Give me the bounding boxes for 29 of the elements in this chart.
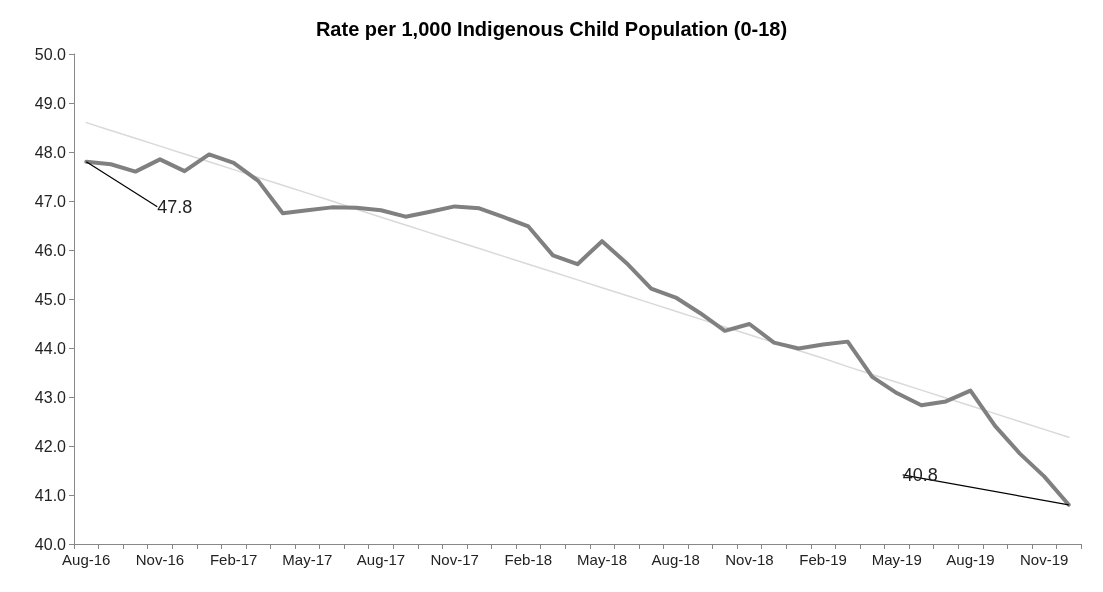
x-tick-label: Aug-19 bbox=[946, 551, 995, 568]
y-tick-label: 42.0 bbox=[34, 437, 67, 455]
line-series bbox=[84, 152, 1071, 507]
y-tick-label: 43.0 bbox=[34, 388, 67, 406]
x-tick-label: Nov-18 bbox=[725, 551, 774, 568]
x-tick-label: May-19 bbox=[871, 551, 922, 568]
x-tick-label: May-17 bbox=[282, 551, 333, 568]
x-tick-label: Feb-19 bbox=[799, 551, 847, 568]
y-tick-label: 50.0 bbox=[34, 45, 67, 63]
y-tick-label: 47.0 bbox=[34, 192, 67, 210]
x-tick-label: Aug-18 bbox=[651, 551, 700, 568]
y-tick-label: 46.0 bbox=[34, 241, 67, 259]
y-tick-label: 49.0 bbox=[34, 94, 67, 112]
x-tick-label: Aug-17 bbox=[356, 551, 406, 568]
line-series bbox=[85, 121, 1070, 438]
chart-title: Rate per 1,000 Indigenous Child Population (0-18) bbox=[315, 18, 788, 40]
y-tick-label: 44.0 bbox=[34, 339, 67, 357]
x-tick-label: Feb-18 bbox=[504, 551, 553, 568]
x-tick-label: Aug-16 bbox=[62, 551, 111, 568]
data-label: 47.8 bbox=[157, 196, 193, 217]
x-tick-label: Nov-19 bbox=[1019, 551, 1069, 568]
x-tick-label: Nov-17 bbox=[430, 551, 479, 568]
x-tick-label: Nov-16 bbox=[135, 551, 185, 568]
y-tick-label: 41.0 bbox=[34, 486, 67, 504]
y-tick-label: 40.0 bbox=[34, 535, 67, 553]
x-tick-label: May-18 bbox=[577, 551, 628, 568]
y-tick-label: 45.0 bbox=[34, 290, 67, 308]
x-tick-label: Feb-17 bbox=[209, 551, 258, 568]
y-tick-label: 48.0 bbox=[34, 143, 67, 161]
